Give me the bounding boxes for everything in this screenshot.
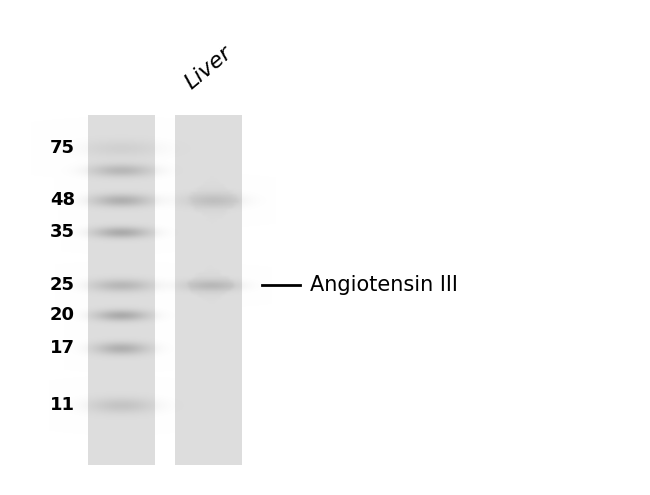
Text: 25: 25 [50, 276, 75, 294]
Text: 75: 75 [50, 139, 75, 157]
Text: 20: 20 [50, 306, 75, 324]
Text: Angiotensin III: Angiotensin III [310, 275, 458, 295]
Text: 48: 48 [50, 191, 75, 209]
Text: 11: 11 [50, 396, 75, 414]
Text: 17: 17 [50, 339, 75, 357]
Text: 35: 35 [50, 223, 75, 241]
Text: Liver: Liver [181, 43, 235, 93]
